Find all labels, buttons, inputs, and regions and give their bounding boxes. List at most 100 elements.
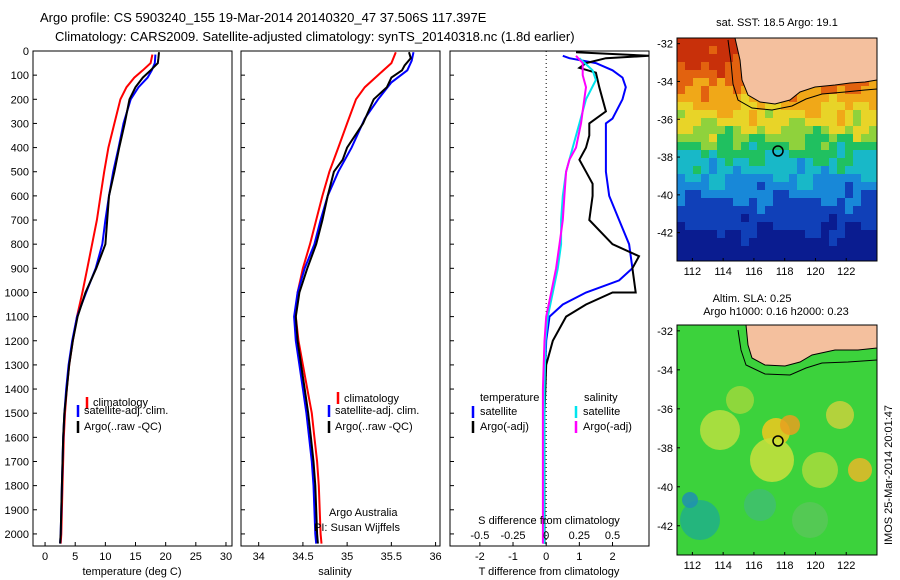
sst-cell [757,142,766,151]
sst-cell [861,174,870,183]
sst-cell [685,166,694,175]
sst-cell [733,230,742,239]
sst-cell [805,158,814,167]
sst-cell [733,214,742,223]
sst-cell [749,254,758,261]
sst-cell [685,206,694,215]
y-tick-label: 1900 [5,505,29,517]
sst-cell [709,118,718,127]
sst-cell [717,142,726,151]
sst-cell [829,94,838,103]
map-x-tick-label: 118 [776,266,794,278]
sst-cell [701,38,710,47]
sst-cell [717,78,726,87]
legend-label-temp-argo: Argo(-adj) [480,421,529,433]
sst-cell [685,246,694,255]
sst-cell [813,118,822,127]
sst-cell [693,150,702,159]
sst-cell [853,238,862,247]
temperature-legend: climatology satellite-adj. clim. Argo(..… [76,397,168,433]
sst-cell [701,54,710,63]
difference-series-group [541,51,650,544]
sst-cell [717,190,726,199]
sst-cell [837,86,846,95]
sst-cell [717,94,726,103]
sst-cell [733,62,742,71]
sst-cell [781,150,790,159]
sst-cell [789,214,798,223]
sst-cell [709,150,718,159]
sst-cell [677,206,686,215]
sst-cell [789,126,798,135]
sst-cell [749,102,758,111]
map-y-tick-label: -32 [657,39,673,51]
sst-cell [757,118,766,127]
map-y-tick-label: -34 [657,365,673,377]
sst-cell [861,134,870,143]
sst-cell [765,206,774,215]
sst-cell [869,222,877,231]
sst-cell [701,102,710,111]
sst-cell [741,150,750,159]
sst-cell [845,158,854,167]
sst-cell [757,230,766,239]
sst-cell [813,126,822,135]
sst-cell [685,150,694,159]
sst-cell [821,86,830,95]
sst-cell [861,182,870,191]
sst-cell [781,166,790,175]
map-y-tick-label: -36 [657,404,673,416]
sst-cell [725,134,734,143]
sst-cell [693,166,702,175]
sst-cell [805,190,814,199]
sst-cell [845,94,854,103]
sst-cell [781,238,790,247]
sst-cell [821,230,830,239]
sst-cell [821,214,830,223]
sst-cell [805,142,814,151]
sst-cell [749,198,758,207]
sst-cell [821,94,830,103]
map-y-tick-label: -40 [657,190,673,202]
sst-cell [813,198,822,207]
sst-cell [869,94,877,103]
map-y-tick-label: -40 [657,482,673,494]
sst-cell [701,246,710,255]
sst-cell [685,70,694,79]
sst-cell [733,174,742,183]
y-tick-label: 0 [23,46,29,58]
y-tick-label: 1500 [5,408,29,420]
sst-cell [837,134,846,143]
sst-cell [829,246,838,255]
sst-cell [837,214,846,223]
sst-cell [693,94,702,103]
sst-cell [789,246,798,255]
sst-cell [685,238,694,247]
sst-cell [733,126,742,135]
sst-cell [853,142,862,151]
sst-cell [853,214,862,223]
sst-cell [797,166,806,175]
sst-cell [709,230,718,239]
sst-cell [797,102,806,111]
sst-cell [757,182,766,191]
sst-cell [749,166,758,175]
sst-cell [749,246,758,255]
sst-cell [781,254,790,261]
x-tick-label: -2 [475,551,485,563]
sst-cell [685,126,694,135]
sst-cell [853,166,862,175]
sst-cell [733,158,742,167]
sst-cell [765,118,774,127]
sst-cell [805,166,814,175]
sst-cell [821,238,830,247]
sst-cell [677,190,686,199]
sst-cell [701,166,710,175]
legend-title-salinity: salinity [584,392,618,404]
sst-cell [725,150,734,159]
sst-cell [797,158,806,167]
sst-cell [709,38,718,47]
sst-cell [709,46,718,55]
sla-blob [726,386,754,414]
sst-cell [677,230,686,239]
